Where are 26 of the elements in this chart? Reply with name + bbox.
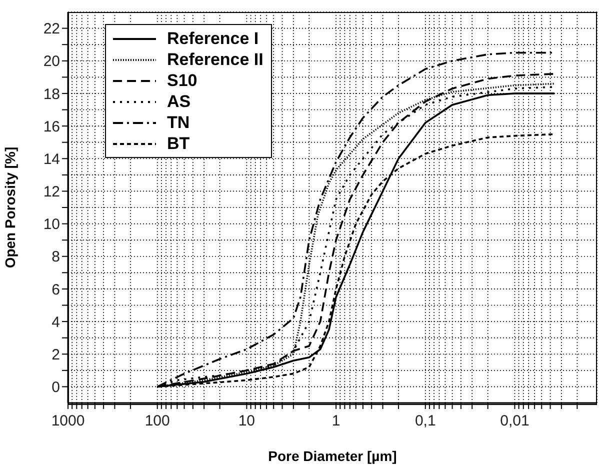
y-tick-label: 2 <box>52 346 60 364</box>
y-tick-label: 14 <box>43 150 60 168</box>
y-tick-label: 22 <box>43 20 60 38</box>
x-tick-label: 0,01 <box>500 412 530 430</box>
x-tick-label: 10 <box>238 412 256 430</box>
legend-label: AS <box>167 92 191 112</box>
legend-label: Reference I <box>167 28 259 48</box>
legend-label: S10 <box>167 70 198 90</box>
y-tick-label: 0 <box>52 379 60 396</box>
y-tick-label: 12 <box>43 184 60 201</box>
y-tick-label: 16 <box>43 118 60 136</box>
y-tick-label: 8 <box>52 248 60 266</box>
legend-label: TN <box>167 112 190 132</box>
x-tick-label: 100 <box>144 412 170 430</box>
legend-label: BT <box>167 134 190 154</box>
y-tick-label: 6 <box>52 281 60 298</box>
x-tick-label: 1000 <box>51 412 85 430</box>
x-axis-title: Pore Diameter [µm] <box>268 448 397 464</box>
y-tick-label: 18 <box>43 86 60 103</box>
x-tick-label: 0,1 <box>414 412 436 430</box>
x-tick-label: 1 <box>332 412 340 430</box>
y-tick-label: 20 <box>43 53 60 70</box>
y-tick-label: 10 <box>43 216 60 234</box>
legend-label: Reference II <box>167 50 264 70</box>
y-axis-title: Open Porosity [%] <box>2 146 18 268</box>
y-tick-label: 4 <box>52 314 60 331</box>
